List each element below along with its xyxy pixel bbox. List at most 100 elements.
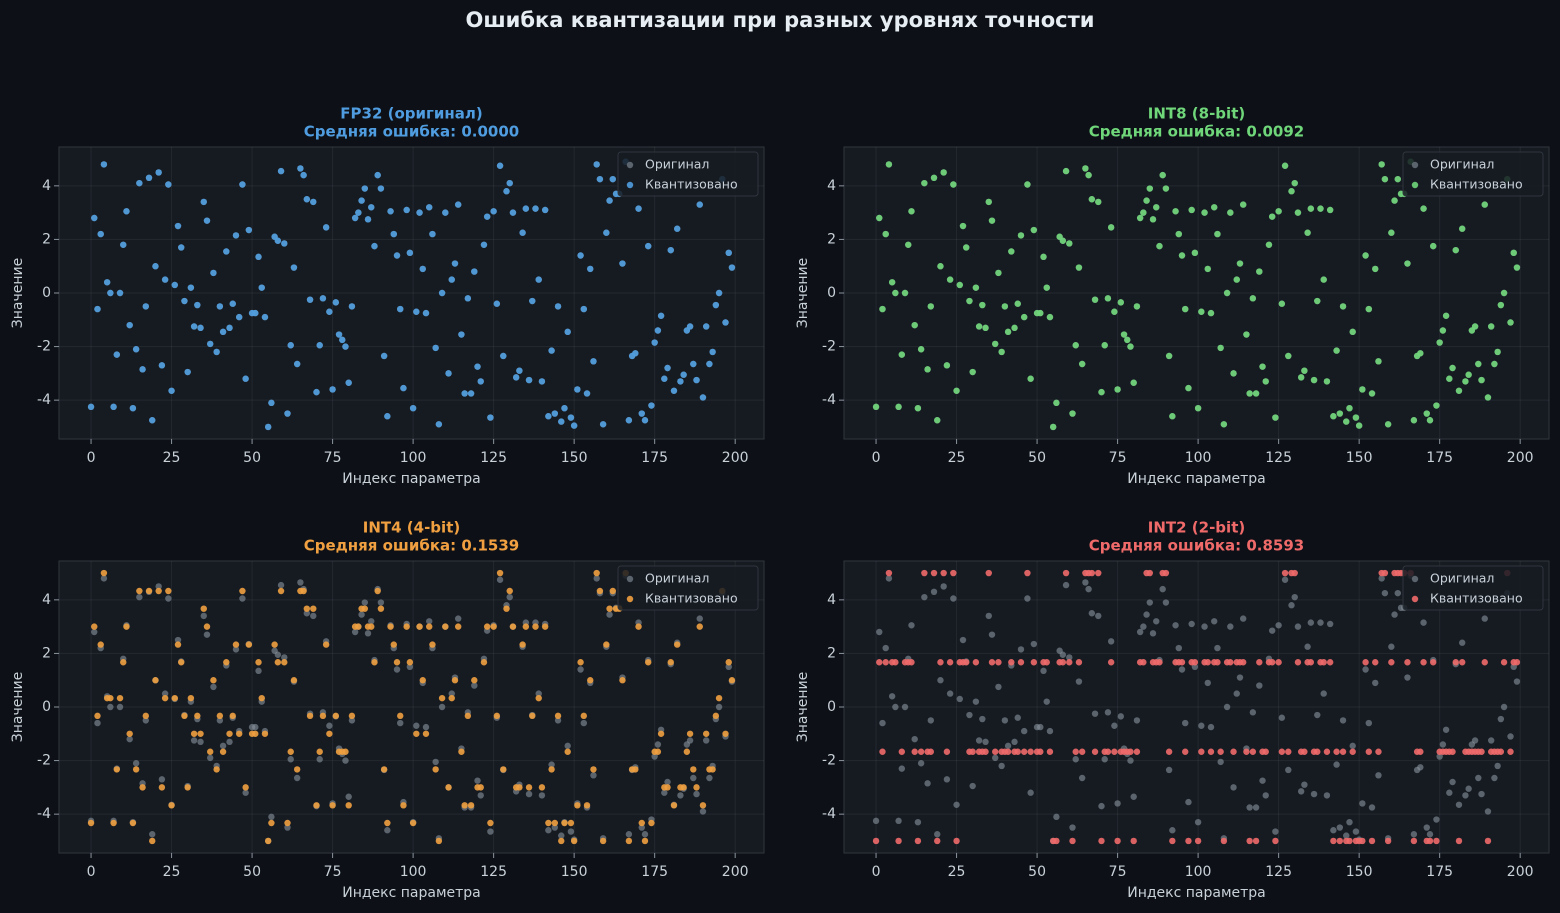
point: [1365, 748, 1373, 755]
point: [1230, 748, 1237, 755]
point: [226, 738, 233, 746]
point: [1487, 323, 1495, 330]
point: [979, 715, 986, 723]
point: [1491, 774, 1498, 782]
legend-box: [617, 151, 759, 197]
point: [1072, 756, 1079, 763]
point: [1243, 748, 1250, 755]
point: [165, 181, 172, 188]
point: [1349, 328, 1356, 336]
point: [384, 819, 391, 827]
point: [1449, 778, 1456, 786]
point: [1188, 620, 1195, 628]
point: [558, 837, 565, 845]
point: [519, 229, 526, 236]
point: [174, 636, 182, 644]
point: [885, 575, 893, 582]
point: [261, 730, 269, 737]
point: [377, 599, 385, 606]
point: [1117, 713, 1125, 720]
point: [264, 423, 272, 431]
point: [413, 722, 420, 729]
point: [606, 197, 613, 204]
point: [1236, 674, 1244, 681]
point: [1291, 179, 1298, 187]
y-axis-label: Значение: [795, 258, 811, 328]
point: [1146, 569, 1154, 577]
point: [277, 581, 285, 589]
point: [593, 161, 600, 168]
point: [1497, 301, 1505, 309]
point: [702, 737, 710, 744]
point: [1275, 622, 1282, 629]
point: [477, 378, 484, 385]
x-tick-label: 75: [324, 864, 342, 880]
point: [129, 819, 137, 827]
point: [1037, 748, 1044, 755]
point: [281, 240, 288, 247]
legend-box: [1402, 565, 1544, 611]
x-tick-label: 175: [641, 450, 668, 466]
point: [998, 348, 1005, 356]
subplot-subtitle: Средняя ошибка: 0.8593: [1089, 537, 1305, 555]
point: [219, 742, 227, 750]
point: [1381, 569, 1389, 577]
point: [207, 340, 214, 348]
point: [927, 748, 934, 755]
point: [946, 659, 954, 666]
y-tick-label: 2: [42, 645, 51, 661]
point: [1500, 703, 1508, 711]
point: [888, 693, 896, 700]
point: [1191, 659, 1199, 666]
point: [480, 659, 488, 666]
point: [1275, 208, 1282, 215]
point: [1043, 659, 1050, 666]
point: [1484, 808, 1492, 815]
point: [940, 583, 947, 590]
point: [1330, 413, 1337, 420]
point: [1404, 659, 1411, 666]
point: [872, 817, 880, 825]
point: [139, 366, 146, 373]
point: [1233, 690, 1240, 697]
point: [876, 628, 883, 636]
point: [937, 677, 944, 684]
point: [654, 741, 662, 748]
point: [168, 802, 175, 809]
point: [674, 225, 681, 232]
point: [454, 201, 462, 208]
point: [1220, 421, 1228, 428]
point: [400, 802, 407, 809]
point: [1285, 352, 1292, 360]
point: [1095, 198, 1102, 206]
point: [590, 358, 597, 365]
point: [1442, 312, 1450, 319]
point: [132, 766, 140, 773]
point: [1239, 201, 1247, 208]
x-tick-label: 75: [1109, 450, 1127, 466]
point: [953, 837, 960, 845]
point: [277, 167, 285, 175]
point: [274, 651, 282, 658]
point: [1156, 659, 1163, 666]
point: [606, 611, 613, 618]
point: [1014, 714, 1021, 721]
point: [702, 730, 710, 737]
point: [1294, 623, 1302, 630]
point: [129, 404, 137, 412]
point: [1027, 748, 1034, 755]
legend-marker: [626, 575, 634, 583]
point: [142, 717, 149, 724]
point: [963, 659, 970, 666]
x-tick-label: 125: [480, 864, 507, 880]
point: [255, 253, 262, 261]
point: [943, 748, 951, 755]
x-tick-label: 50: [1028, 864, 1046, 880]
point: [103, 279, 111, 286]
point: [313, 388, 320, 396]
point: [132, 760, 140, 767]
point: [963, 244, 970, 251]
point: [435, 421, 443, 428]
point: [1291, 569, 1298, 577]
point: [1178, 252, 1186, 259]
